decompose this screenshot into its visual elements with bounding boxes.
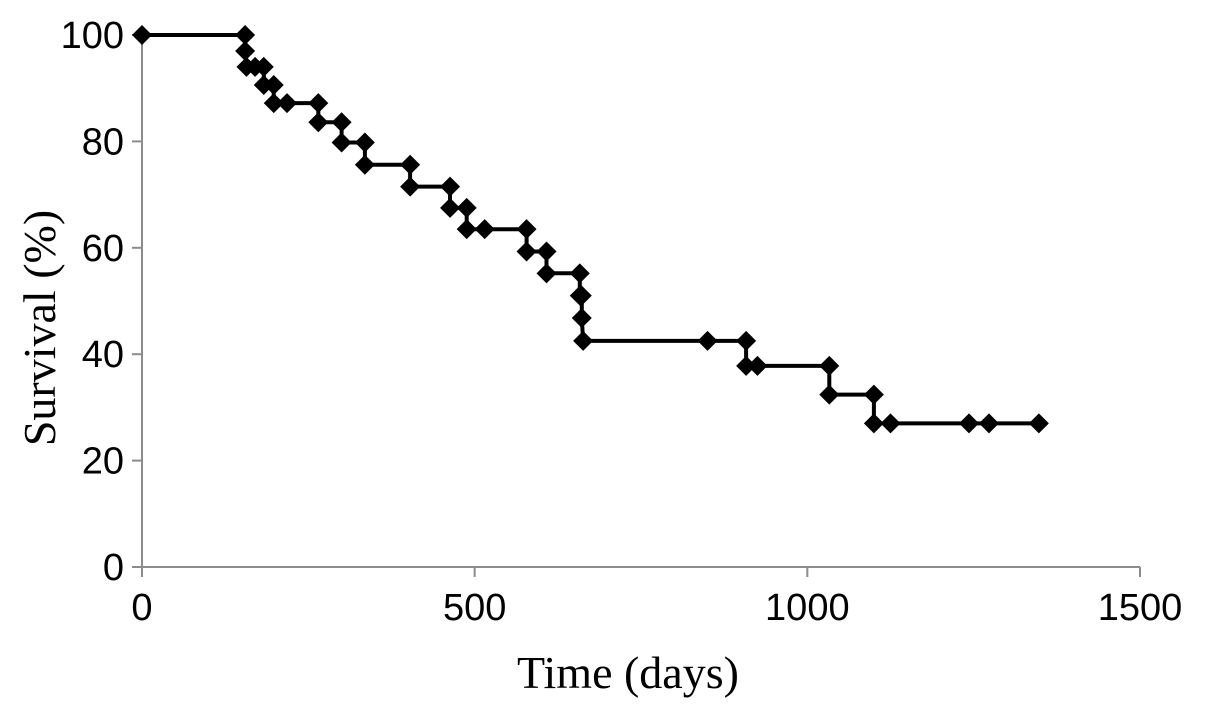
data-point-marker bbox=[819, 384, 840, 405]
y-axis-title: Survival (%) bbox=[14, 210, 65, 446]
data-point-marker bbox=[235, 25, 256, 45]
data-point-marker bbox=[331, 112, 352, 133]
y-tick-label: 80 bbox=[82, 121, 124, 163]
data-point-marker bbox=[978, 413, 999, 434]
survival-curve bbox=[142, 33, 1039, 426]
data-point-marker bbox=[400, 176, 421, 197]
data-point-marker bbox=[456, 219, 477, 240]
data-point-marker bbox=[235, 40, 256, 61]
data-point-marker bbox=[277, 93, 298, 114]
data-point-marker bbox=[569, 263, 590, 284]
data-point-marker bbox=[573, 330, 594, 351]
y-tick-label: 100 bbox=[61, 15, 124, 57]
data-point-marker bbox=[440, 197, 461, 218]
data-point-marker bbox=[474, 219, 495, 240]
y-tick-label: 60 bbox=[82, 228, 124, 270]
data-point-marker bbox=[456, 197, 477, 218]
data-point-marker bbox=[400, 154, 421, 175]
data-point-marker bbox=[697, 330, 718, 351]
data-point-marker bbox=[263, 75, 284, 96]
ticks bbox=[132, 34, 1141, 577]
data-point-marker bbox=[308, 112, 329, 133]
y-tick-label: 40 bbox=[82, 334, 124, 376]
data-point-marker bbox=[736, 355, 757, 376]
data-point-marker bbox=[536, 241, 557, 262]
y-tick-label: 0 bbox=[103, 547, 124, 589]
x-tick-label: 1500 bbox=[1098, 587, 1183, 629]
axes bbox=[141, 35, 1140, 568]
data-point-marker bbox=[863, 384, 884, 405]
data-point-marker bbox=[132, 25, 152, 45]
x-tick-label: 500 bbox=[443, 587, 506, 629]
data-point-marker bbox=[959, 413, 980, 434]
data-point-marker bbox=[440, 176, 461, 197]
data-point-marker bbox=[1028, 413, 1049, 434]
data-markers bbox=[132, 25, 1049, 434]
data-point-marker bbox=[880, 413, 901, 434]
data-point-marker bbox=[863, 413, 884, 434]
y-tick-label: 20 bbox=[82, 441, 124, 483]
data-point-marker bbox=[571, 308, 592, 329]
data-point-marker bbox=[263, 93, 284, 114]
x-axis-title: Time (days) bbox=[517, 647, 739, 698]
data-point-marker bbox=[571, 285, 592, 306]
data-point-marker bbox=[308, 93, 329, 114]
data-point-marker bbox=[354, 154, 375, 175]
data-point-marker bbox=[516, 241, 537, 262]
data-point-marker bbox=[331, 132, 352, 153]
data-point-marker bbox=[819, 355, 840, 376]
data-point-marker bbox=[536, 263, 557, 284]
data-point-marker bbox=[253, 56, 274, 77]
x-tick-label: 1000 bbox=[765, 587, 850, 629]
x-tick-label: 0 bbox=[131, 587, 152, 629]
data-point-marker bbox=[747, 355, 768, 376]
data-point-marker bbox=[354, 132, 375, 153]
data-point-marker bbox=[516, 219, 537, 240]
data-point-marker bbox=[736, 330, 757, 351]
